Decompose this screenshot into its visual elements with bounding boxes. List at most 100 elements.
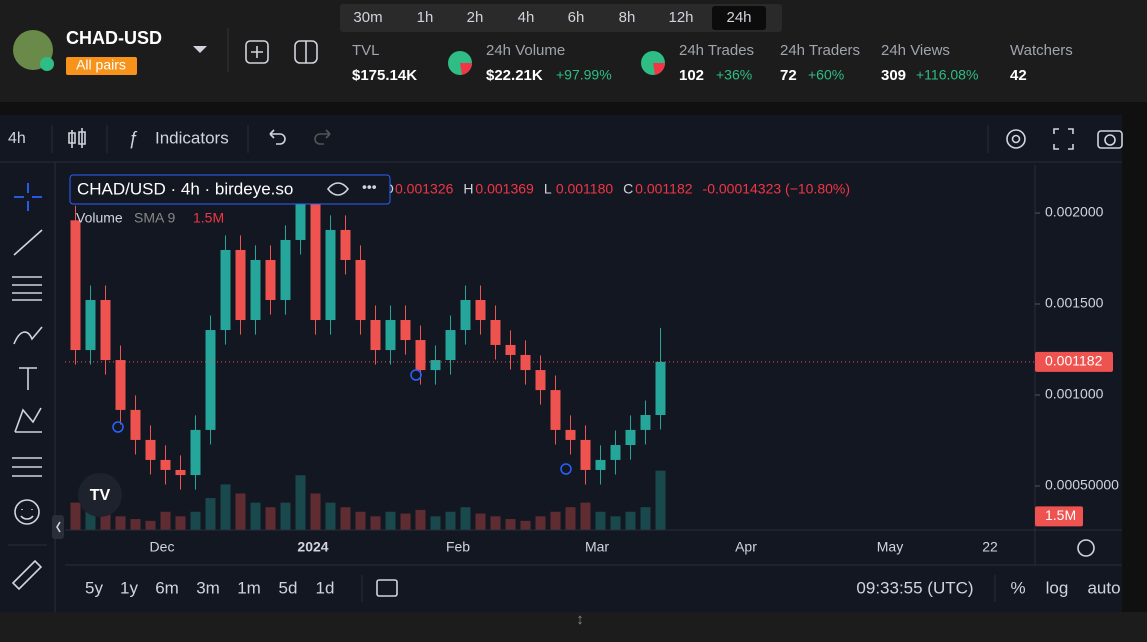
prediction-tool[interactable] xyxy=(12,457,42,477)
timeframe-button[interactable]: 6h xyxy=(568,9,585,26)
dropdown-arrow[interactable] xyxy=(193,46,207,53)
emoji-tool[interactable] xyxy=(14,499,40,525)
candle-body xyxy=(475,300,486,321)
timeframe-button[interactable]: 2h xyxy=(467,9,484,26)
visibility-icon[interactable] xyxy=(326,182,350,196)
candle-body xyxy=(595,459,606,470)
screenshot-button[interactable] xyxy=(1097,130,1123,149)
timeframe-bar xyxy=(340,4,782,32)
candle-body xyxy=(265,259,276,301)
pattern-tool[interactable] xyxy=(14,407,42,433)
timeframe-button[interactable]: 30m xyxy=(353,9,382,26)
timeframe-button[interactable]: 8h xyxy=(619,9,636,26)
range-button[interactable]: 1m xyxy=(237,578,261,597)
timeframe-button[interactable]: 1h xyxy=(417,9,434,26)
timeframe-button[interactable]: 4h xyxy=(518,9,535,26)
candle-body xyxy=(520,354,531,371)
range-button[interactable]: 1y xyxy=(120,578,138,597)
date-range-button[interactable] xyxy=(376,579,398,597)
collapse-button[interactable] xyxy=(52,515,64,539)
event-marker[interactable] xyxy=(410,369,422,381)
candle-body xyxy=(160,459,171,470)
volume-bar xyxy=(430,516,441,530)
event-marker[interactable] xyxy=(560,463,572,475)
candle-body xyxy=(145,439,156,460)
volume-bar xyxy=(115,516,126,530)
candle-body xyxy=(340,229,351,260)
text-tool[interactable] xyxy=(19,367,37,390)
auto-toggle[interactable]: auto xyxy=(1087,578,1120,597)
settings-icon xyxy=(1011,134,1021,144)
ohlc-value: 0.001180 xyxy=(556,181,614,197)
volume-bar xyxy=(175,516,186,530)
stat-value: 72 xyxy=(780,67,797,84)
candle-body xyxy=(430,360,441,371)
stat-pie-slice xyxy=(653,63,665,75)
candle-body xyxy=(535,370,546,391)
more-icon[interactable]: ••• xyxy=(362,179,377,195)
candle-body xyxy=(175,469,186,476)
volume-bar xyxy=(550,511,561,530)
x-tick-label: 22 xyxy=(982,539,998,555)
log-toggle[interactable]: log xyxy=(1046,578,1069,597)
chart-type-button[interactable] xyxy=(68,128,86,148)
stat-value: 102 xyxy=(679,67,704,84)
camera-lens xyxy=(1104,134,1116,146)
volume-bar xyxy=(325,502,336,530)
range-button[interactable]: 6m xyxy=(155,578,179,597)
range-button[interactable]: 1d xyxy=(316,578,335,597)
indicators-button[interactable]: Indicators xyxy=(155,128,229,147)
volume-bar xyxy=(400,513,411,530)
range-button[interactable]: 3m xyxy=(196,578,220,597)
pair-name: CHAD-USD xyxy=(66,28,162,48)
resize-handle[interactable]: ↕ xyxy=(576,611,584,628)
volume-bar xyxy=(505,519,516,530)
ohlc-value: 0.001326 xyxy=(395,181,454,197)
range-button[interactable]: 5y xyxy=(85,578,103,597)
volume-label: Volume xyxy=(76,210,123,226)
interval-button[interactable]: 4h xyxy=(8,130,26,147)
candle-body xyxy=(85,300,96,351)
volume-bar xyxy=(295,475,306,530)
volume-bar xyxy=(340,507,351,530)
redo-button[interactable] xyxy=(314,129,331,145)
tv-logo[interactable] xyxy=(78,473,122,517)
x-tick-label: May xyxy=(877,539,903,555)
add-button[interactable] xyxy=(245,40,269,64)
trendline-tool[interactable] xyxy=(13,229,43,256)
event-marker[interactable] xyxy=(112,421,124,433)
undo-button[interactable] xyxy=(269,129,286,145)
candle-body xyxy=(220,249,231,331)
candle-body xyxy=(250,259,261,321)
candle-body xyxy=(100,300,111,361)
settings-button[interactable] xyxy=(1006,129,1026,149)
header-stats: 30m 1h 2h 4h 6h 8h 12h 24h TVL $175.14K 24h Volume… xyxy=(352,6,1073,84)
clock: 09:33:55 (UTC) xyxy=(856,578,973,597)
range-button[interactable]: 5d xyxy=(279,578,298,597)
stat-change: +36% xyxy=(716,67,752,83)
emoji-face xyxy=(20,509,34,520)
volume-bar xyxy=(565,507,576,530)
candle-body xyxy=(190,429,201,476)
fib-tool[interactable] xyxy=(12,276,42,301)
brush-tool[interactable] xyxy=(13,326,43,345)
volume-bar xyxy=(160,511,171,530)
volume-bar xyxy=(370,516,381,530)
candle-body xyxy=(205,330,216,430)
volume-value: 1.5M xyxy=(193,210,224,226)
pairs-badge[interactable]: All pairs xyxy=(76,57,126,73)
legend-box[interactable] xyxy=(69,174,391,205)
crosshair-tool[interactable] xyxy=(14,183,42,211)
ruler-tool[interactable] xyxy=(11,559,43,591)
fullscreen-button[interactable] xyxy=(1053,128,1074,150)
change-label: -0.00014323 (−10.80%) xyxy=(703,181,851,197)
percent-toggle[interactable]: % xyxy=(1010,578,1025,597)
stat-label: Watchers xyxy=(1010,42,1073,59)
axis-settings[interactable] xyxy=(1077,539,1095,557)
candle-body xyxy=(355,259,366,321)
timeframe-button[interactable]: 12h xyxy=(668,9,693,26)
timeframe-button[interactable]: 24h xyxy=(726,9,751,26)
volume-bar xyxy=(640,507,651,530)
stat-value: 42 xyxy=(1010,67,1027,84)
